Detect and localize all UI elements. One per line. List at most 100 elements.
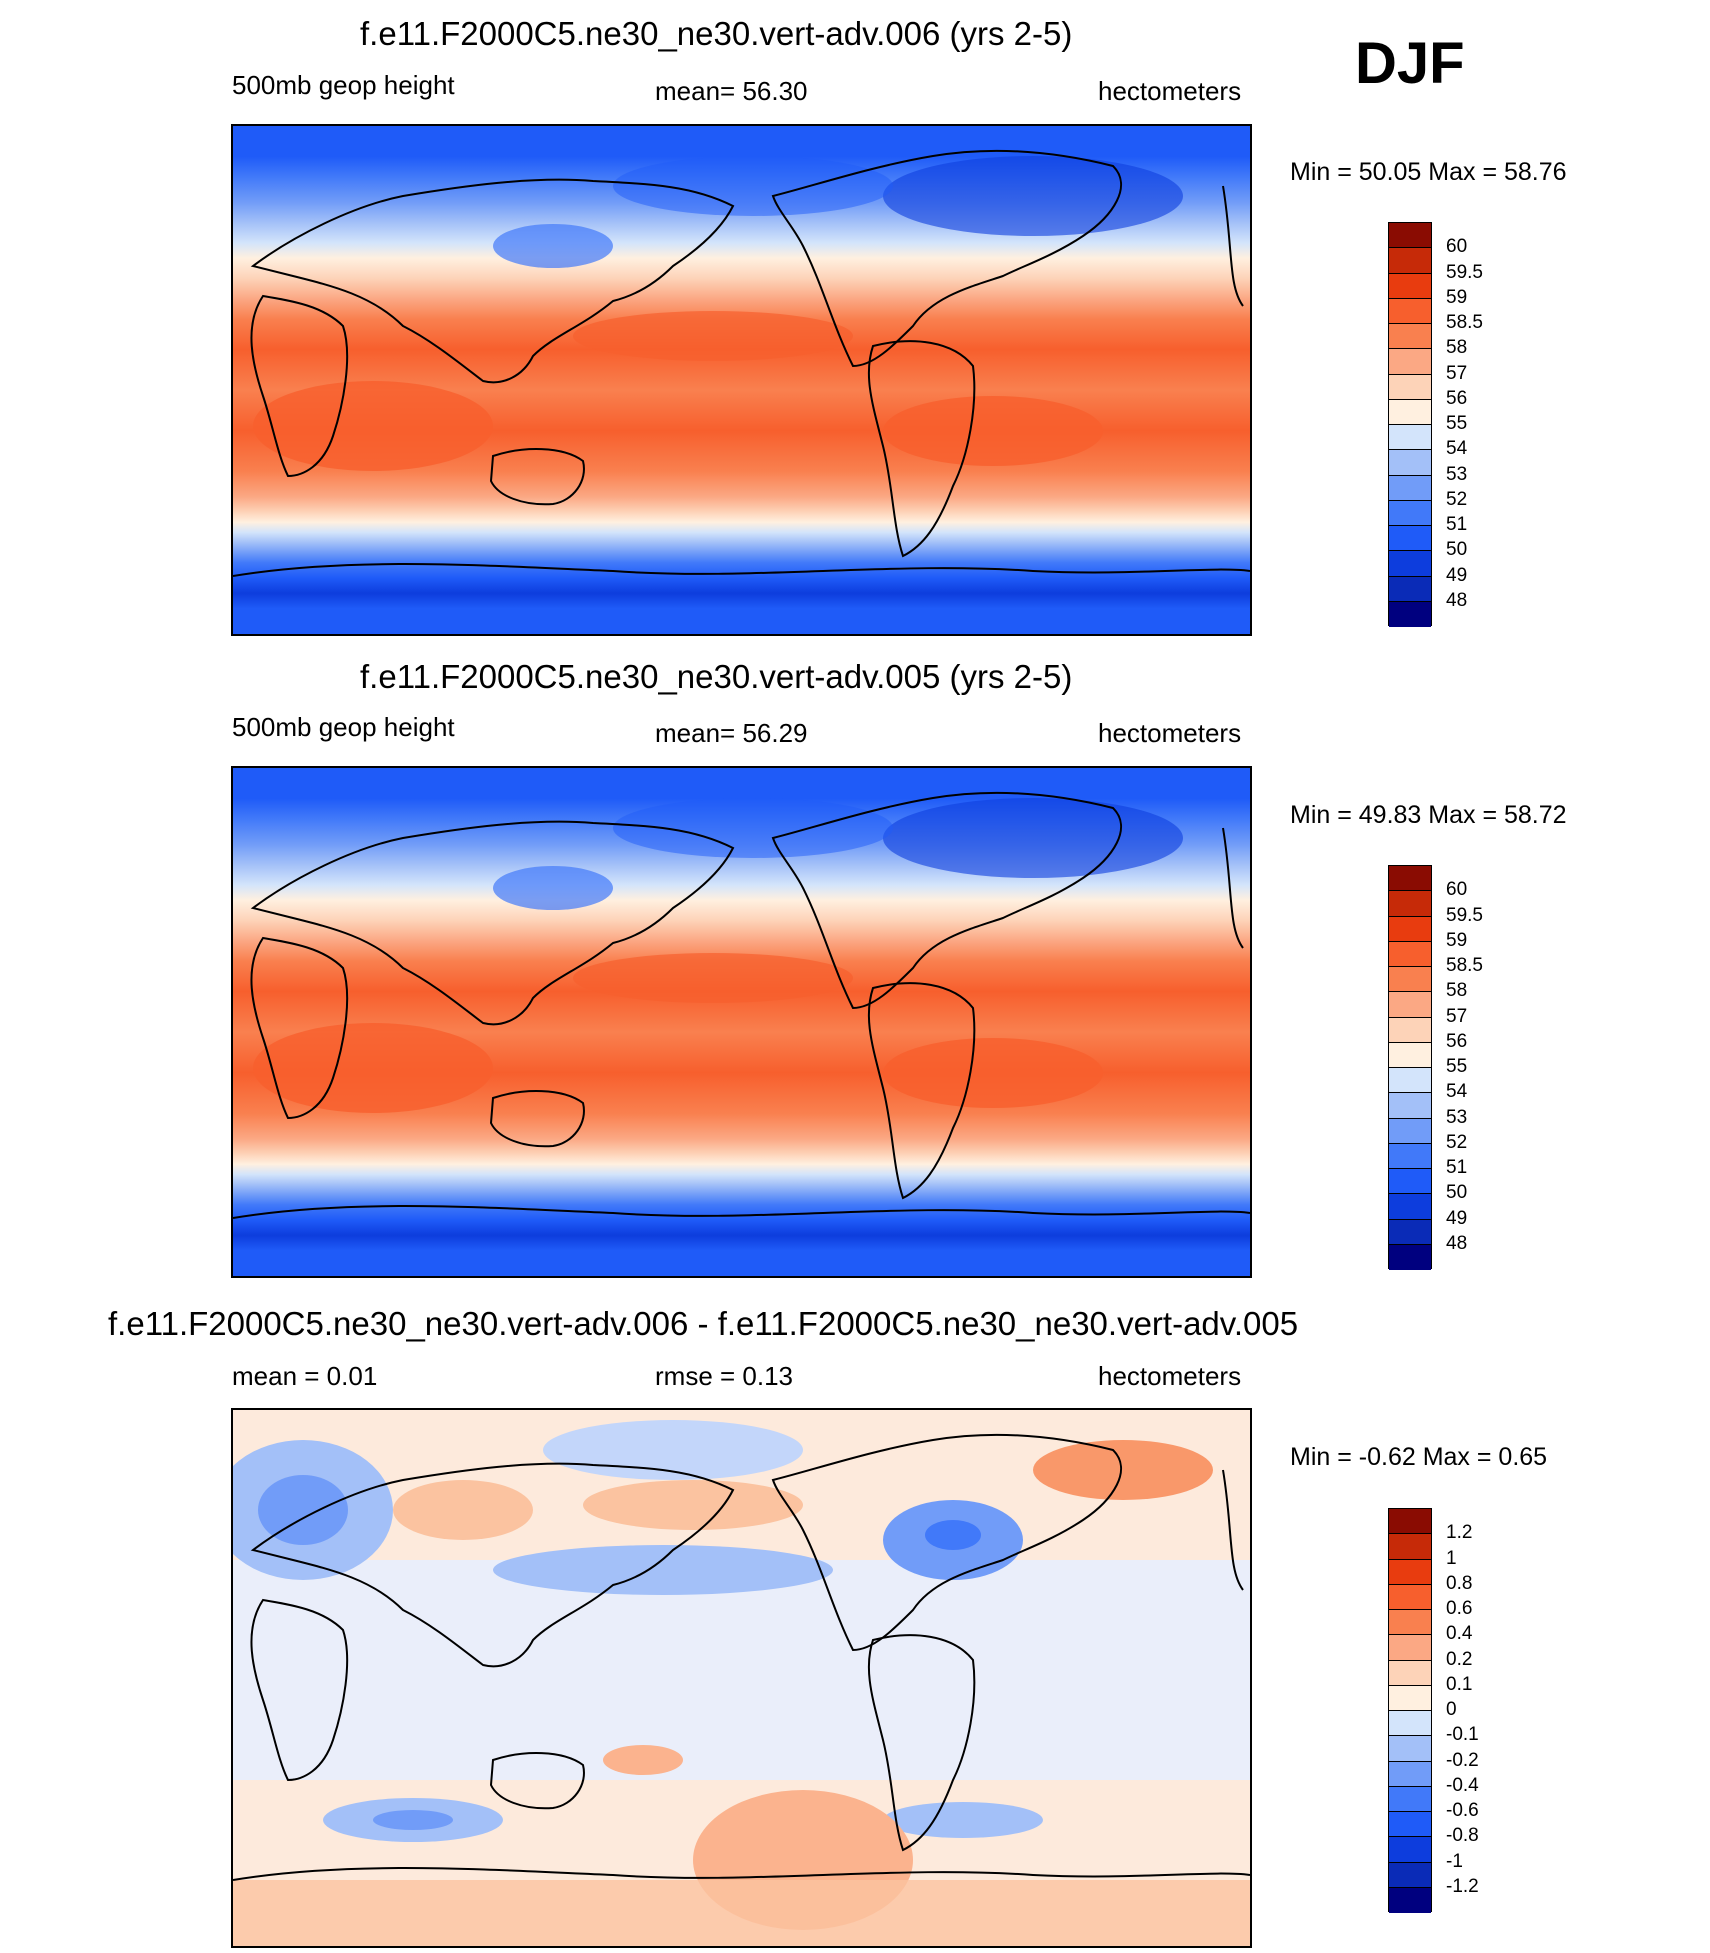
panel1-colorbar-cell <box>1389 248 1431 274</box>
panel3-colorbar-label: -1 <box>1446 1850 1463 1872</box>
panel3-low-namerica-core <box>925 1520 981 1550</box>
panel2-minmax: Min = 49.83 Max = 58.72 <box>1290 801 1567 829</box>
panel1-left-label: 500mb geop height <box>232 70 455 100</box>
panel1-colorbar-label: 60 <box>1446 236 1468 258</box>
panel1-colorbar-label: 59 <box>1446 286 1468 308</box>
panel3-map-svg <box>233 1410 1250 1946</box>
panel1-colorbar-cell <box>1389 500 1431 526</box>
panel3-high-asia <box>393 1480 533 1540</box>
panel3-colorbar-label: 0.8 <box>1446 1572 1473 1594</box>
panel2-trough-asia <box>493 866 613 910</box>
panel1-colorbar-cell <box>1389 223 1431 249</box>
panel3-mean-label: mean = 0.01 <box>232 1361 378 1391</box>
panel3-units-label: hectometers <box>1098 1361 1242 1391</box>
panel3-colorbar-cell <box>1389 1887 1431 1913</box>
panel2-colorbar-cell <box>1389 916 1431 942</box>
panel3-colorbar-cell <box>1389 1610 1431 1636</box>
panel3-colorbar-label: -1.2 <box>1446 1875 1479 1897</box>
panel3-low-europe-core <box>258 1475 348 1545</box>
panel1-trough-canada <box>883 156 1183 236</box>
panel3-colorbar-label: 1.2 <box>1446 1522 1473 1544</box>
panel3-colorbar-cell <box>1389 1660 1431 1686</box>
panel1-map-svg <box>233 126 1250 634</box>
panel3-colorbar-cell <box>1389 1685 1431 1711</box>
panel2-colorbar-label: 54 <box>1446 1081 1468 1103</box>
panel2-colorbar-cell <box>1389 866 1431 892</box>
panel1-colorbar-label: 56 <box>1446 387 1468 409</box>
panel3-colorbar-cell <box>1389 1534 1431 1560</box>
panel3-high-siberia <box>1033 1440 1213 1500</box>
panel2-trough-pacific <box>613 798 893 858</box>
panel1-colorbar-cell <box>1389 450 1431 476</box>
panel2-colorbar-label: 51 <box>1446 1157 1468 1178</box>
panel1-colorbar-cell <box>1389 425 1431 451</box>
panel1-colorbar-cell <box>1389 526 1431 552</box>
panel2-colorbar-cell <box>1389 1017 1431 1043</box>
panel2-colorbar-label: 53 <box>1446 1106 1468 1128</box>
panel2-colorbar-label: 60 <box>1446 879 1468 901</box>
panel2-colorbar-cell <box>1389 1169 1431 1195</box>
panel3-colorbar-label: -0.1 <box>1446 1724 1479 1746</box>
panel2-colorbar-label: 58 <box>1446 980 1468 1002</box>
panel1-colorbar-cell <box>1389 601 1431 627</box>
panel3-coastlines <box>233 1433 1250 1881</box>
panel3-colorbar-label: 0.6 <box>1446 1598 1473 1619</box>
panel3-colorbar-label: 0.1 <box>1446 1673 1473 1695</box>
panel2-mean-label: mean= 56.29 <box>655 718 808 748</box>
panel2-trough-canada <box>883 798 1183 878</box>
panel1-colorbar-label: 57 <box>1446 362 1468 384</box>
panel1-colorbar-cell <box>1389 576 1431 602</box>
panel3-colorbar-label: -0.2 <box>1446 1749 1479 1771</box>
panel1-colorbar-cell <box>1389 475 1431 501</box>
panel1-colorbar-label: 54 <box>1446 438 1468 460</box>
panel2-colorbar-label: 48 <box>1446 1232 1468 1254</box>
panel2-colorbar-cell <box>1389 1093 1431 1119</box>
panel2-colorbar <box>1388 865 1432 1270</box>
panel3-colorbar-cell <box>1389 1812 1431 1838</box>
panel1-minmax: Min = 50.05 Max = 58.76 <box>1290 158 1567 186</box>
panel1-colorbar-label: 49 <box>1446 564 1468 586</box>
panel3-colorbar-cell <box>1389 1509 1431 1535</box>
panel2-colorbar-label: 57 <box>1446 1005 1468 1027</box>
panel1-colorbar-label: 52 <box>1446 488 1468 510</box>
panel1-coastlines <box>233 149 1250 577</box>
panel1-colorbar-cell <box>1389 273 1431 299</box>
panel2-colorbar-cell <box>1389 1143 1431 1169</box>
panel3-high-australia <box>603 1745 683 1775</box>
panel1-mean-label: mean= 56.30 <box>655 76 808 106</box>
panel1-colorbar-cell <box>1389 324 1431 350</box>
panel3-neg-band-tropics <box>233 1560 1250 1780</box>
panel3-colorbar-label: -0.8 <box>1446 1825 1479 1847</box>
panel3-high-antarctic <box>233 1880 1250 1946</box>
panel2-high-pacific <box>573 953 853 1003</box>
panel2-colorbar-cell <box>1389 992 1431 1018</box>
panel3-colorbar-label: 0.2 <box>1446 1648 1473 1670</box>
panel2-units-label: hectometers <box>1098 718 1242 748</box>
panel1-colorbar <box>1388 222 1432 627</box>
panel2-left-label: 500mb geop height <box>232 712 455 742</box>
panel3-colorbar-cell <box>1389 1837 1431 1863</box>
panel1-title: f.e11.F2000C5.ne30_ne30.vert-adv.006 (yr… <box>360 15 1073 52</box>
panel2-colorbar-label: 49 <box>1446 1207 1468 1229</box>
panel2-colorbar-label: 50 <box>1446 1182 1468 1204</box>
panel1-high-africa <box>253 381 493 471</box>
panel3-map <box>231 1408 1252 1948</box>
panel1-colorbar-label: 50 <box>1446 539 1468 561</box>
panel2-colorbar-label: 58.5 <box>1446 955 1483 976</box>
panel1-colorbar-label: 59.5 <box>1446 261 1483 283</box>
panel3-colorbar-cell <box>1389 1711 1431 1737</box>
panel2-colorbar-label: 59 <box>1446 929 1468 951</box>
panel1-high-pacific <box>573 311 853 361</box>
panel3-colorbar-cell <box>1389 1786 1431 1812</box>
panel1-colorbar-cell <box>1389 374 1431 400</box>
panel2-colorbar-cell <box>1389 941 1431 967</box>
panel2-colorbar-cell <box>1389 1244 1431 1270</box>
panel3-colorbar-cell <box>1389 1862 1431 1888</box>
panel3-colorbar-cell <box>1389 1635 1431 1661</box>
panel2-map <box>231 766 1252 1278</box>
panel3-high-npacific <box>583 1480 803 1530</box>
panel2-colorbar-label: 59.5 <box>1446 904 1483 926</box>
panel1-colorbar-label: 55 <box>1446 413 1468 434</box>
panel2-map-svg <box>233 768 1250 1276</box>
panel2-high-southamerica <box>883 1038 1103 1108</box>
